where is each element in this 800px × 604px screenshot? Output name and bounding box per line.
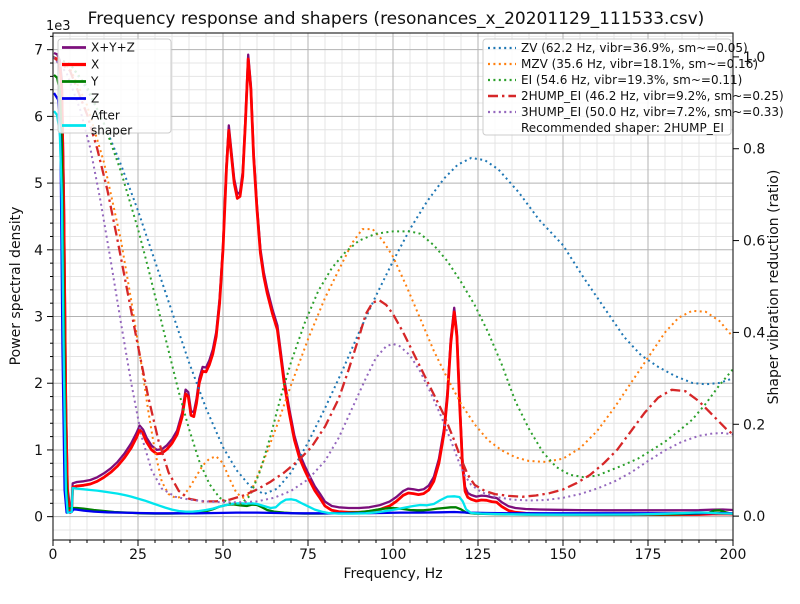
axes-frame [47,32,739,546]
y-left-axis-label: Power spectral density [8,207,24,366]
y-right-axis-label: Shaper vibration reduction (ratio) [766,170,782,405]
legend-shapers: ZV (62.2 Hz, vibr=36.9%, sm~=0.05) MZV (3… [482,38,784,136]
legend-label-3hump_ei: 3HUMP_EI (50.0 Hz, vibr=7.2%, sm~=0.33) [521,105,784,119]
y-left-tick-label: 1 [34,443,43,459]
x-tick-label: 0 [49,547,58,563]
y-left-tick-label: 0 [34,510,43,526]
x-tick-label: 75 [299,547,317,563]
y-right-tick-label: 0.4 [743,325,765,341]
y-right-tick-label: 1.0 [743,50,765,66]
x-tick-label: 25 [129,547,147,563]
x-tick-label: 50 [214,547,232,563]
legend-label-after_shaper-2: shaper [91,124,132,138]
y-left-tick-label: 3 [34,310,43,326]
legend-label-z: Z [91,92,99,106]
x-tick-label: 175 [635,547,662,563]
legend-label-2hump_ei: 2HUMP_EI (46.2 Hz, vibr=9.2%, sm~=0.25) [521,89,784,103]
legend-label-mzv: MZV (35.6 Hz, vibr=18.1%, sm~=0.16) [521,57,758,71]
legend-recommended-shaper: Recommended shaper: 2HUMP_EI [521,121,724,135]
x-tick-label: 100 [380,547,407,563]
series-mzv-line [53,56,733,499]
x-tick-label: 150 [550,547,577,563]
x-tick-label: 125 [465,547,492,563]
x-axis-label: Frequency, Hz [343,566,442,582]
legend-box [57,38,172,134]
series-3hump_ei-line [53,56,733,504]
legend-label-zv: ZV (62.2 Hz, vibr=36.9%, sm~=0.05) [521,41,748,55]
legend-label-after_shaper: After [91,109,120,123]
series-zv-line [53,55,733,496]
y-axis-multiplier: 1e3 [46,19,71,34]
series-after_shaper-line [53,110,733,516]
y-left-tick-label: 2 [34,376,43,392]
shaper-series-group [53,55,733,506]
series-x-line [53,56,733,516]
series-2hump_ei-line [53,56,733,503]
y-right-tick-label: 0.6 [743,234,765,250]
psd-series-group [53,51,733,516]
legend-box [482,38,732,136]
y-right-tick-label: 0.0 [743,509,765,525]
y-left-tick-label: 4 [34,243,43,259]
legend-label-x: X [91,58,99,72]
series-ei-line [53,55,733,506]
y-left-tick-label: 6 [34,109,43,125]
tick-labels: 0 25 50 75 100 125 150 175 200 0 1 2 3 4 5 6 7 0.0 0.2 0.4 0… [34,43,765,563]
x-tick-label: 200 [720,547,747,563]
y-left-tick-label: 7 [34,43,43,59]
chart-title: Frequency response and shapers (resonanc… [88,9,705,29]
y-right-tick-label: 0.8 [743,142,765,158]
y-right-tick-label: 0.2 [743,417,765,433]
y-left-tick-label: 5 [34,176,43,192]
legend-label-ei: EI (54.6 Hz, vibr=19.3%, sm~=0.11) [521,73,742,87]
legend-label-y: Y [90,75,99,89]
legend-label-xyz: X+Y+Z [91,41,135,55]
